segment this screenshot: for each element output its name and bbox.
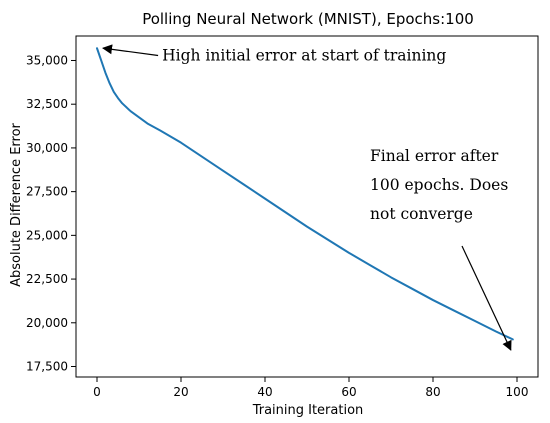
chart-title: Polling Neural Network (MNIST), Epochs:1… (142, 10, 474, 28)
x-tick-label: 100 (506, 385, 529, 399)
annotations: High initial error at start of training F… (102, 44, 512, 351)
annotation-arrow (102, 44, 159, 57)
y-tick-label: 22,500 (26, 272, 68, 286)
y-tick-label: 17,500 (26, 360, 68, 374)
annotation-text: 100 epochs. Does (370, 176, 508, 194)
x-axis: 0 20 40 60 80 100 (93, 377, 528, 399)
annotation-text: Final error after (370, 147, 499, 165)
y-tick-label: 20,000 (26, 316, 68, 330)
series-line (96, 47, 514, 341)
x-tick-label: 40 (257, 385, 272, 399)
x-axis-label: Training Iteration (252, 403, 364, 418)
y-axis-label: Absolute Difference Error (9, 122, 24, 286)
x-tick-label: 60 (341, 385, 356, 399)
x-tick-label: 0 (93, 385, 101, 399)
plot-area (75, 35, 539, 378)
y-tick-label: 30,000 (26, 141, 68, 155)
x-tick-label: 20 (173, 385, 188, 399)
y-axis: 17,500 20,000 22,500 25,000 27,500 30,000 32,5… (26, 53, 76, 374)
y-tick-label: 35,000 (26, 53, 68, 67)
y-tick-label: 27,500 (26, 185, 68, 199)
annotation-text: not converge (370, 205, 473, 223)
annotation-arrow (461, 245, 512, 351)
annotation-text: High initial error at start of training (162, 46, 446, 64)
x-tick-label: 80 (425, 385, 440, 399)
plot-frame (75, 35, 539, 378)
y-tick-label: 32,500 (26, 97, 68, 111)
y-tick-label: 25,000 (26, 228, 68, 242)
